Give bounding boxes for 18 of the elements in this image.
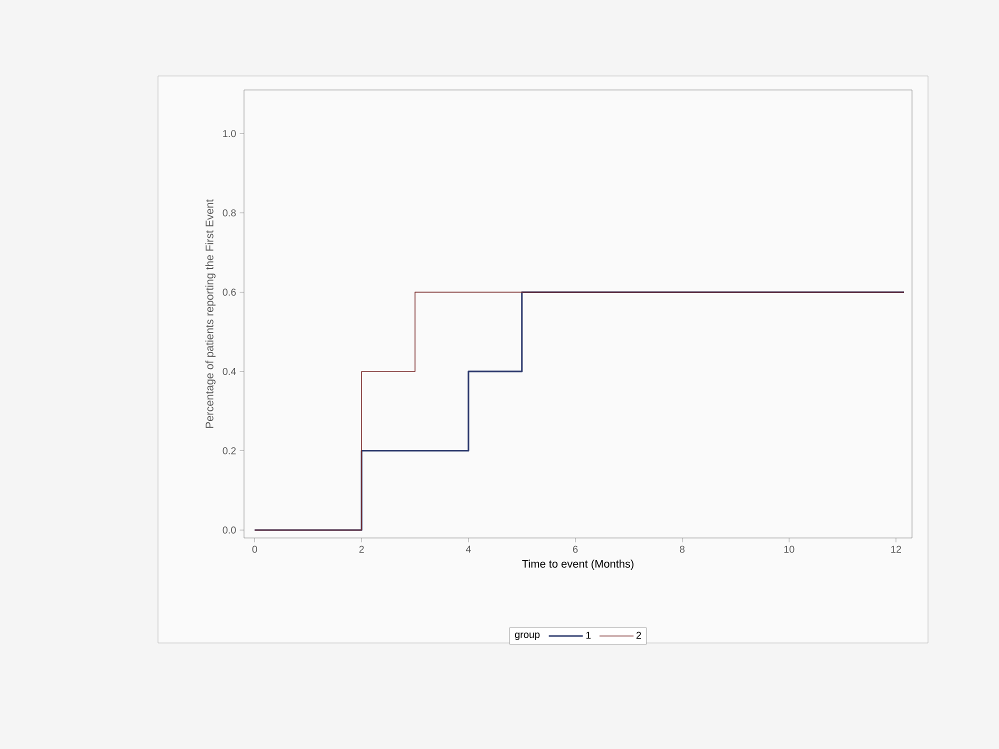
legend-label: 2 xyxy=(636,632,641,639)
x-tick-label: 12 xyxy=(891,546,902,553)
y-tick-label: 1.0 xyxy=(223,130,236,138)
x-tick-label: 2 xyxy=(359,546,364,553)
x-tick-label: 0 xyxy=(252,546,258,553)
y-tick-label: 0.8 xyxy=(222,209,236,216)
x-axis-title: Time to event (Months) xyxy=(522,560,634,570)
x-tick-label: 4 xyxy=(466,546,471,553)
legend-label: 1 xyxy=(586,632,591,639)
x-tick-label: 6 xyxy=(573,546,578,553)
y-tick-label: 0.6 xyxy=(222,288,236,296)
y-tick-label: 0.0 xyxy=(222,526,236,534)
y-tick-label: 0.4 xyxy=(222,368,236,375)
legend-title: group xyxy=(514,632,540,640)
x-tick-label: 10 xyxy=(784,546,794,553)
y-tick-label: 0.2 xyxy=(222,447,236,454)
y-axis-title: Percentage of patients reporting the First Event xyxy=(205,199,216,428)
x-tick-label: 8 xyxy=(680,546,685,553)
